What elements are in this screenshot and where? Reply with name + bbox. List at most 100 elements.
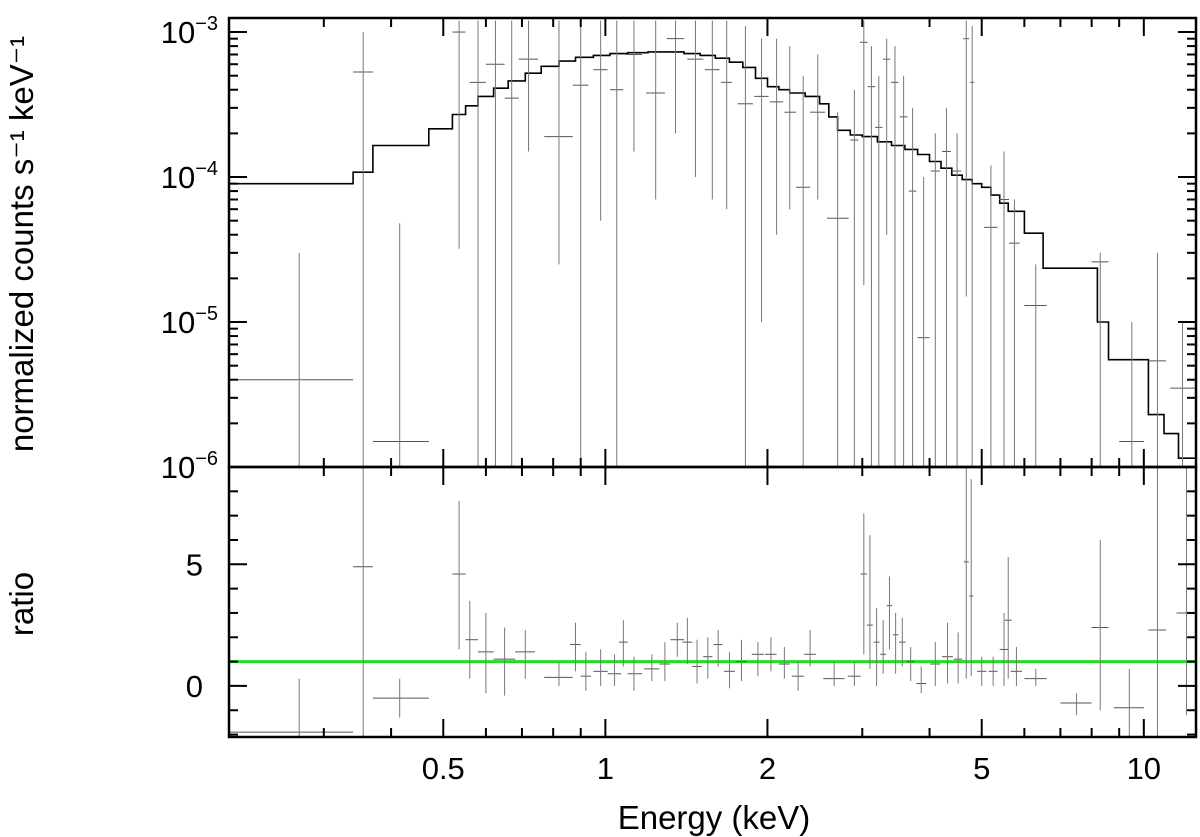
- ratio-data-point: [892, 612, 899, 674]
- ratio-data-point: [1004, 557, 1012, 679]
- spectrum-data-point: [229, 252, 354, 467]
- ratio-data-point: [1091, 539, 1109, 711]
- ratio-data-point: [670, 622, 685, 657]
- tick-base: 10: [161, 160, 195, 195]
- spectrum-data-point: [1148, 252, 1167, 467]
- spectrum-data-point: [908, 107, 917, 467]
- ratio-data-layer: [229, 467, 1196, 737]
- tick-base: 10: [161, 15, 195, 50]
- ratio-plot-frame: [227, 465, 1198, 739]
- ratio-data-point: [778, 647, 790, 679]
- ratio-data-point: [452, 501, 466, 650]
- x-axis-title: Energy (keV): [618, 799, 811, 836]
- ratio-data-point: [544, 661, 573, 686]
- ratio-data-point: [791, 661, 805, 691]
- spectrum-data-point: [827, 112, 849, 467]
- ratio-data-point: [703, 637, 713, 679]
- tick-exponent: −3: [195, 13, 218, 35]
- ratio-data-point: [1113, 668, 1144, 737]
- ratio-data-point: [765, 637, 777, 672]
- spectrum-data-point: [666, 20, 685, 134]
- spectrum-data-point: [593, 20, 608, 221]
- spectrum-data-point: [952, 133, 962, 467]
- ratio-data-point: [1176, 467, 1196, 716]
- y-tick-label: 0: [186, 669, 203, 704]
- ratio-data-point: [515, 629, 535, 679]
- spectrum-data-point: [353, 32, 373, 467]
- ratio-data-point: [353, 467, 373, 737]
- ratio-data-point: [372, 678, 429, 718]
- y-tick-label: 10−4: [161, 158, 218, 195]
- spectrum-data-point: [625, 20, 643, 152]
- spectrum-data-point: [737, 26, 753, 467]
- spectrum-data-point: [796, 75, 811, 467]
- spectrum-data-point: [1170, 322, 1196, 467]
- spectrum-data-point: [859, 20, 868, 286]
- ratio-data-point: [969, 479, 974, 677]
- ratio-y-axis-title: ratio: [3, 572, 40, 636]
- ratio-data-point: [860, 513, 867, 655]
- spectrum-data-point: [485, 20, 505, 467]
- ratio-data-point: [751, 642, 764, 677]
- spectrum-data-point: [850, 89, 859, 467]
- ratio-data-point: [916, 666, 927, 694]
- spectrum-data-point: [970, 26, 975, 467]
- spectrum-data-point: [646, 20, 665, 200]
- spectrum-data-point: [518, 20, 539, 152]
- spectrum-data-point: [917, 177, 930, 467]
- spectrum-data-point: [1119, 322, 1144, 467]
- spectrum-data-point: [883, 38, 891, 235]
- ratio-data-point: [1010, 647, 1023, 686]
- spectrum-data-point: [875, 75, 883, 467]
- spectrum-data-point: [769, 38, 784, 235]
- ratio-data-point: [886, 576, 893, 650]
- ratio-data-point: [713, 629, 723, 667]
- spectrum-data-point: [544, 20, 573, 265]
- spectrum-data-point: [1091, 252, 1109, 467]
- spectrum-data-point: [609, 20, 624, 467]
- ratio-data-point: [930, 642, 941, 686]
- spectrum-data-point: [721, 20, 733, 210]
- ratio-data-point: [866, 535, 873, 669]
- spectrum-y-axis-title: normalized counts s⁻¹ keV⁻¹: [3, 36, 40, 452]
- spectrum-data-point: [867, 46, 876, 467]
- ratio-data-point: [953, 632, 963, 684]
- tick-base: 10: [161, 450, 195, 485]
- spectrum-data-point: [687, 20, 704, 178]
- x-tick-label: 2: [759, 751, 776, 786]
- y-tick-label: 10−6: [161, 448, 218, 485]
- ratio-data-point: [1148, 467, 1167, 737]
- tick-exponent: −5: [195, 303, 218, 325]
- spectrum-data-point: [784, 46, 797, 210]
- spectrum-data-point: [1024, 264, 1047, 467]
- tick-exponent: −4: [195, 158, 218, 180]
- tick-base: 10: [161, 305, 195, 340]
- spectrum-data-point: [572, 20, 589, 467]
- x-tick-label: 1: [597, 751, 614, 786]
- y-tick-label: 10−5: [161, 303, 218, 340]
- x-tick-label: 0.5: [422, 751, 465, 786]
- spectrum-data-point: [998, 151, 1010, 467]
- ratio-data-point: [942, 622, 953, 684]
- spectrum-data-point: [504, 20, 519, 467]
- spectrum-data-point: [452, 20, 466, 249]
- spectrum-data-point: [930, 133, 940, 467]
- ratio-data-point: [1060, 693, 1092, 716]
- ratio-data-point: [963, 467, 969, 679]
- spectrum-data-point: [469, 20, 486, 467]
- x-tick-label: 5: [973, 751, 990, 786]
- x-tick-label: 10: [1127, 751, 1161, 786]
- ratio-data-point: [1024, 668, 1047, 686]
- spectrum-data-point: [890, 46, 899, 467]
- spectrum-data-point: [963, 20, 970, 297]
- ratio-data-point: [692, 639, 702, 684]
- ratio-data-point: [682, 617, 693, 665]
- ratio-data-point: [898, 617, 906, 667]
- axes-frame-layer: [227, 16, 1198, 739]
- ratio-data-point: [618, 620, 628, 667]
- ratio-data-point: [847, 661, 861, 686]
- spectrum-data-point: [984, 165, 998, 467]
- spectrum-data-layer: [229, 20, 1196, 467]
